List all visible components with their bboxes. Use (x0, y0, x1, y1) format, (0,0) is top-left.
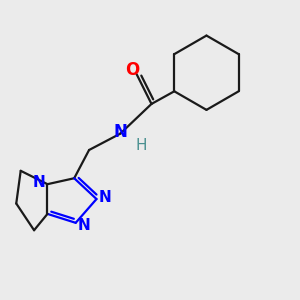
Text: H: H (135, 138, 147, 153)
Text: N: N (113, 123, 127, 141)
Text: N: N (98, 190, 111, 205)
Text: N: N (33, 175, 46, 190)
Text: O: O (125, 61, 139, 79)
Text: N: N (78, 218, 90, 233)
